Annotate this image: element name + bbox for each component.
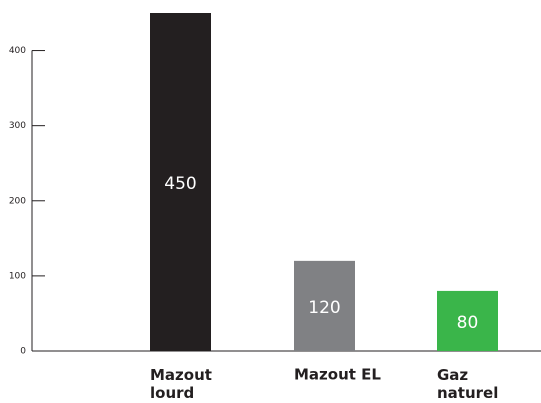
y-tick-label: 400 (9, 46, 26, 56)
y-tick-label: 0 (20, 347, 26, 357)
x-tick-label: Mazout EL (294, 366, 381, 384)
bar (437, 290, 498, 351)
x-tick-label: Gaz naturel (437, 366, 498, 402)
value-label: 120 (308, 298, 340, 318)
y-tick-label: 100 (9, 271, 26, 281)
value-label: 80 (457, 313, 479, 333)
y-tick-label: 200 (9, 196, 26, 206)
y-tick-label: 300 (9, 121, 26, 131)
bar (150, 13, 211, 351)
value-label: 450 (164, 174, 196, 194)
x-tick-label: Mazout lourd (150, 366, 212, 402)
bar (294, 260, 355, 351)
